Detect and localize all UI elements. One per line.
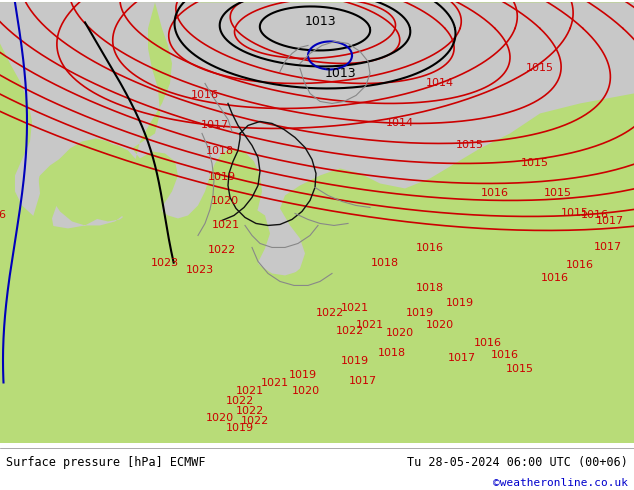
Text: 1015: 1015 [456,141,484,150]
Polygon shape [0,2,170,264]
Text: 1016: 1016 [474,339,502,348]
Polygon shape [0,2,210,258]
Text: 1013: 1013 [304,15,336,28]
Text: 1016: 1016 [491,350,519,361]
Text: 1020: 1020 [426,320,454,330]
Text: 1018: 1018 [378,348,406,359]
Text: 1017: 1017 [349,376,377,387]
Text: 1014: 1014 [386,119,414,128]
Text: 1015: 1015 [526,63,554,74]
Text: 1016: 1016 [541,273,569,283]
Text: 1016: 1016 [481,189,509,198]
Text: 1019: 1019 [341,356,369,367]
Text: 1017: 1017 [448,353,476,364]
Text: 1019: 1019 [289,370,317,380]
Text: 1018: 1018 [206,147,234,156]
Text: 1021: 1021 [236,387,264,396]
Text: 1022: 1022 [226,396,254,406]
Text: ©weatheronline.co.uk: ©weatheronline.co.uk [493,478,628,489]
Text: 1022: 1022 [241,416,269,426]
Text: 1020: 1020 [211,196,239,206]
Text: 1018: 1018 [416,283,444,294]
Text: 1022: 1022 [208,245,236,255]
Text: 1021: 1021 [341,303,369,314]
Text: 1016: 1016 [581,210,609,221]
Polygon shape [0,2,40,294]
Text: 1022: 1022 [236,406,264,416]
Text: 1019: 1019 [446,298,474,308]
Text: 1019: 1019 [208,172,236,182]
Polygon shape [0,2,40,244]
Text: 1017: 1017 [201,121,229,130]
Text: 1022: 1022 [336,326,364,337]
Text: 1023: 1023 [186,266,214,275]
Text: 1014: 1014 [426,78,454,89]
Text: 1017: 1017 [594,243,622,252]
Text: 1021: 1021 [261,378,289,389]
Text: 1015: 1015 [506,365,534,374]
Text: 1020: 1020 [206,414,234,423]
Text: 1013: 1013 [324,67,356,80]
Text: 1021: 1021 [356,320,384,330]
Text: Tu 28-05-2024 06:00 UTC (00+06): Tu 28-05-2024 06:00 UTC (00+06) [407,456,628,469]
Text: 1017: 1017 [596,217,624,226]
Text: 1019: 1019 [406,308,434,318]
Text: 1019: 1019 [226,423,254,434]
Text: 1021: 1021 [212,220,240,230]
Text: 6: 6 [0,210,6,221]
Text: 1016: 1016 [566,261,594,270]
Text: Surface pressure [hPa] ECMWF: Surface pressure [hPa] ECMWF [6,456,206,469]
Text: 1023: 1023 [151,258,179,269]
Text: 1022: 1022 [316,308,344,318]
Polygon shape [0,2,634,289]
Text: 1016: 1016 [191,91,219,100]
Text: 1015: 1015 [521,158,549,169]
Text: 1020: 1020 [292,387,320,396]
Text: 1015: 1015 [544,189,572,198]
Text: 1020: 1020 [386,328,414,339]
Polygon shape [0,2,634,443]
Text: 1018: 1018 [371,258,399,269]
Polygon shape [0,2,634,443]
Text: 1015: 1015 [561,208,589,219]
Text: 1016: 1016 [416,244,444,253]
